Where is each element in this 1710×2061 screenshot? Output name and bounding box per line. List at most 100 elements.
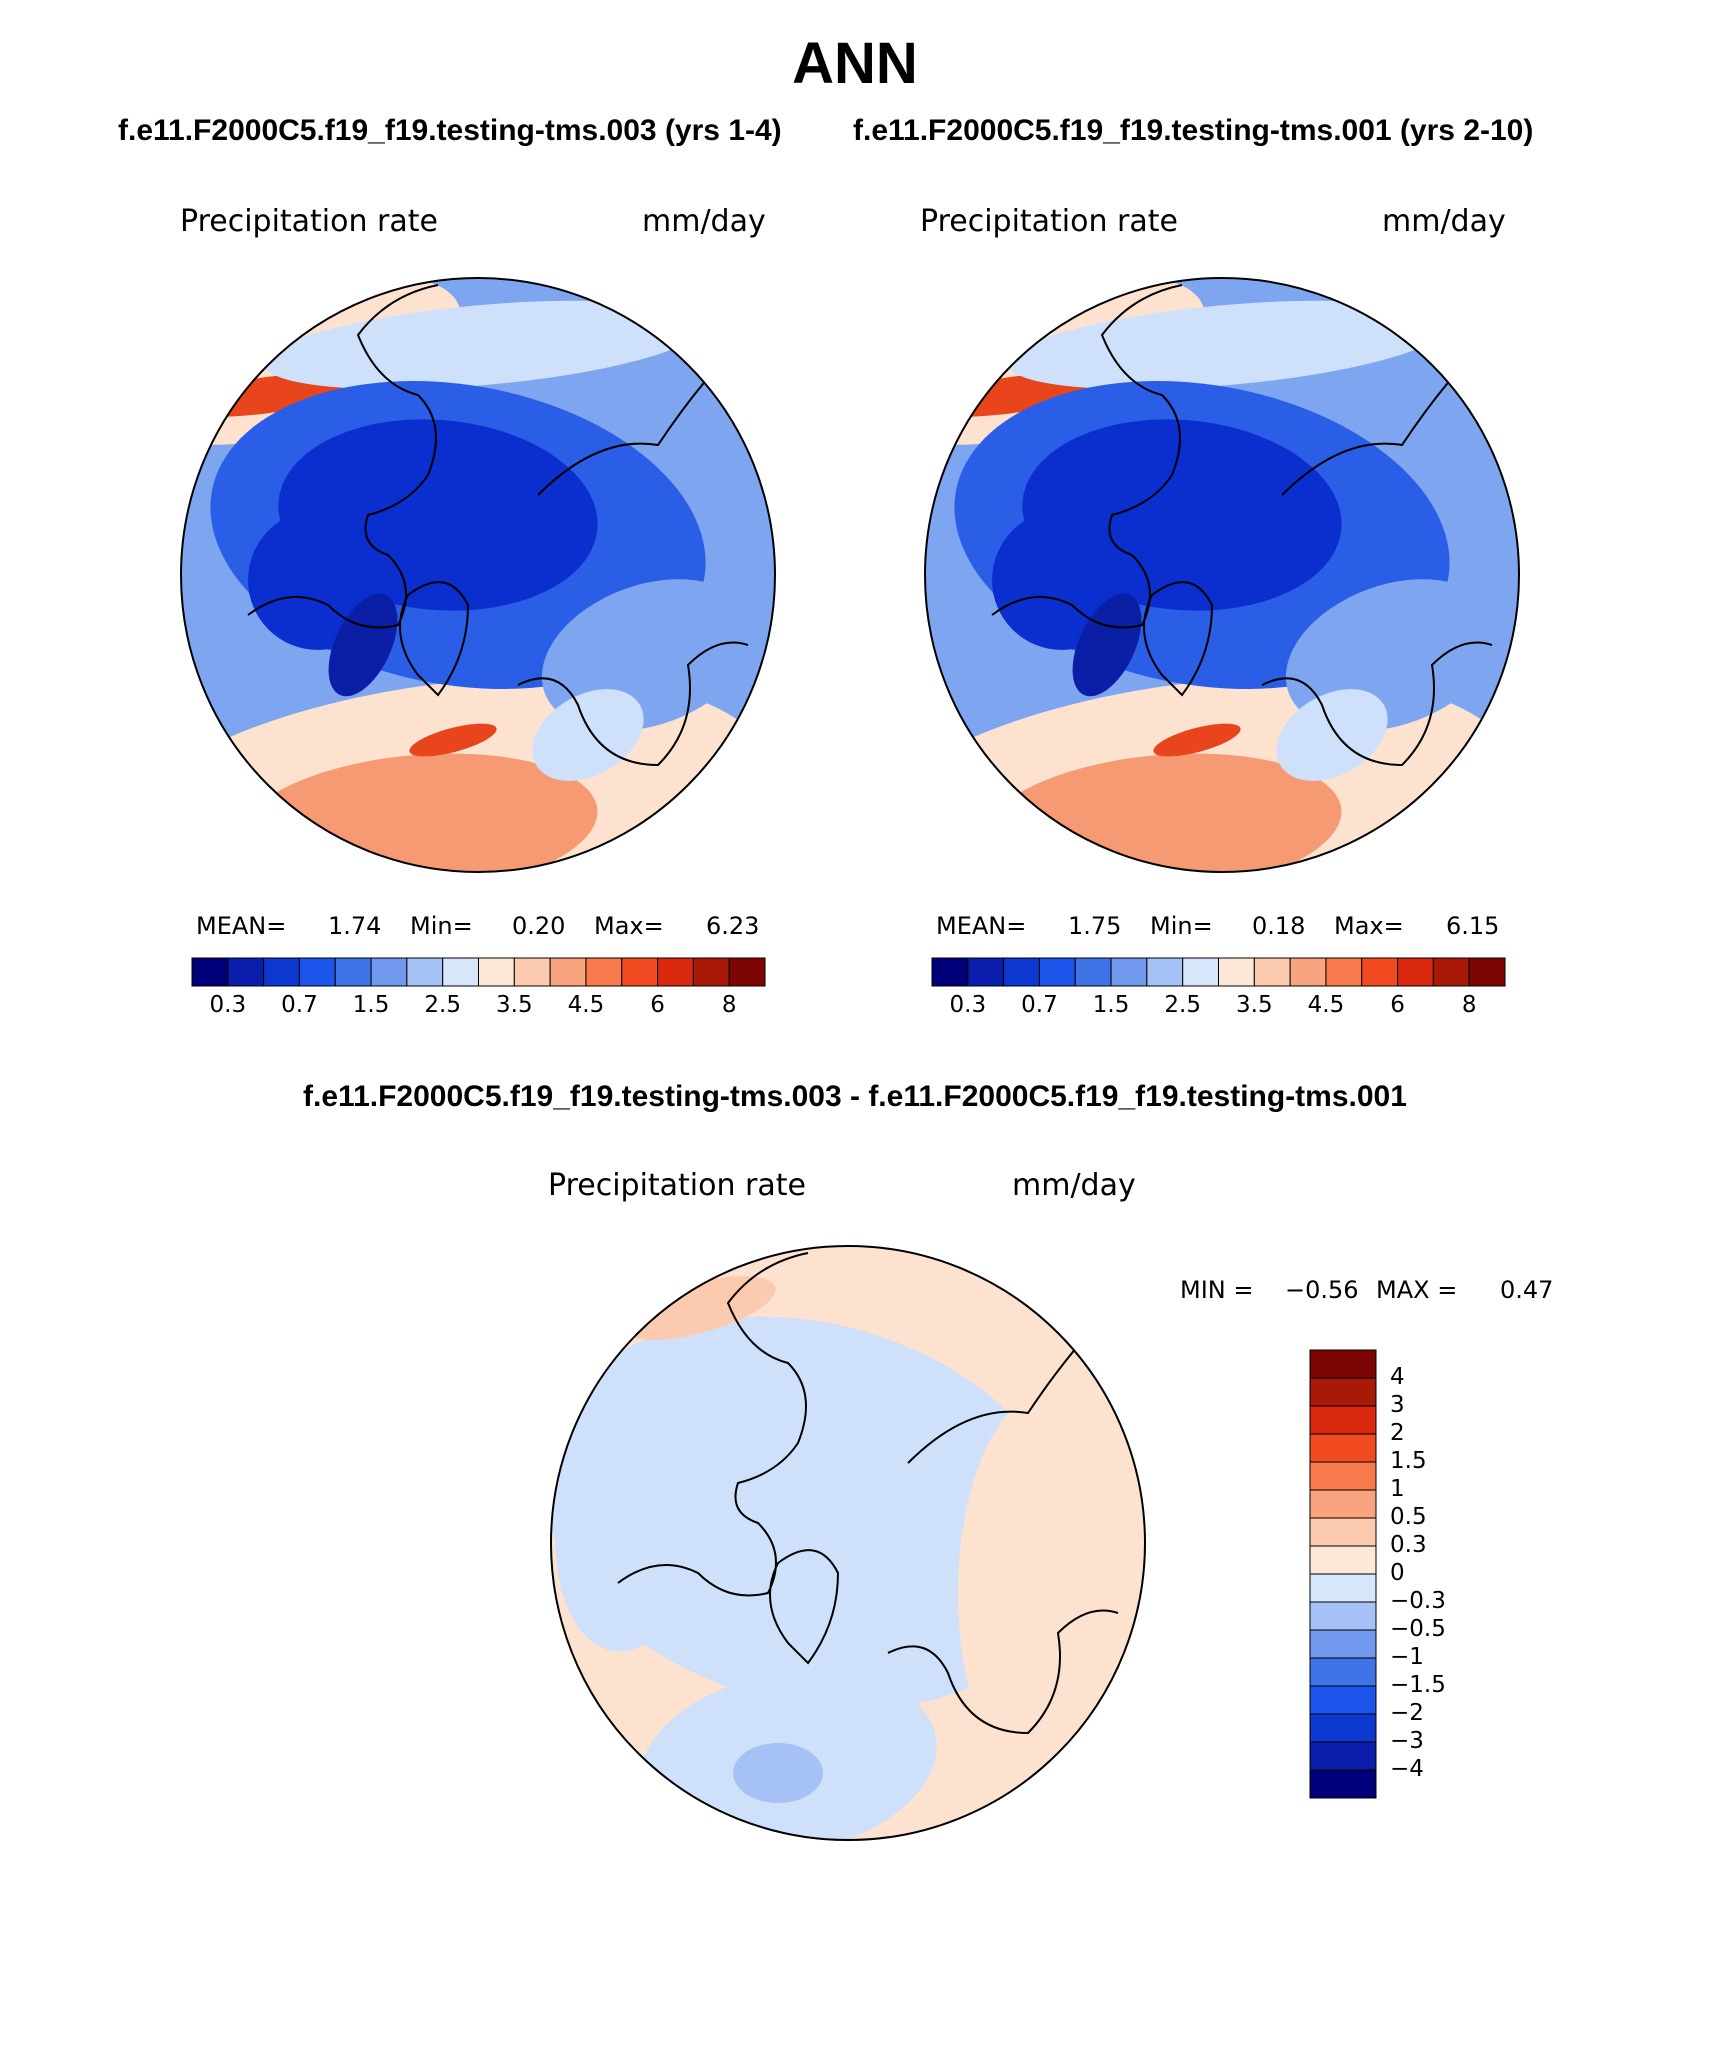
panel2-colorbar-swatch: [1397, 957, 1434, 987]
east-positive-region: [958, 1393, 1138, 1793]
panel3-units-label: mm/day: [1012, 1168, 1136, 1203]
panel1-colorbar-swatch: [549, 957, 587, 987]
panel1-mean-value: 1.74: [328, 912, 382, 940]
panel3-colorbar-tick-label: −1: [1390, 1644, 1424, 1670]
panel3-colorbar-tick-label: 0: [1390, 1560, 1405, 1586]
panel2-colorbar-tick-label: 8: [1461, 992, 1477, 1018]
panel3-colorbar-tick-label: 0.3: [1390, 1532, 1427, 1558]
panel2-colorbar-swatch: [1182, 957, 1219, 987]
panel2-mean-value: 1.75: [1068, 912, 1122, 940]
panel1-colorbar-tick-label: 8: [721, 992, 737, 1018]
panel2-colorbar-swatch: [1432, 957, 1470, 987]
panel3-colorbar-swatch: [1309, 1657, 1377, 1687]
panel1-colorbar-swatch: [478, 957, 515, 987]
panel2-map-outline: [924, 277, 1520, 873]
west-negative-region: [555, 1354, 721, 1652]
difference-title: f.e11.F2000C5.f19_f19.testing-tms.003 - …: [303, 1080, 1407, 1113]
panel1-min-value: 0.20: [512, 912, 566, 940]
panel2-min-label: Min=: [1150, 912, 1213, 940]
panel3-max-label: MAX =: [1376, 1276, 1458, 1304]
panel1-max-value: 6.23: [706, 912, 760, 940]
panel3-colorbar-tick-label: −1.5: [1390, 1672, 1446, 1698]
panel3-min-label: MIN =: [1180, 1276, 1254, 1304]
panel1-colorbar-swatch: [692, 957, 730, 987]
panel3-colorbar-swatch: [1309, 1349, 1377, 1379]
panel3-colorbar-swatch: [1309, 1377, 1377, 1407]
panel3-colorbar-swatch: [1309, 1741, 1377, 1771]
page-title: ANN: [792, 31, 918, 96]
panel3-colorbar-swatch: [1309, 1629, 1377, 1659]
panel1-colorbar-swatch: [442, 957, 479, 987]
panel2-colorbar-swatch: [1146, 957, 1184, 987]
panel1-colorbar-tick-label: 0.3: [209, 992, 247, 1018]
panel3-min-value: −0.56: [1285, 1276, 1359, 1304]
coastlines: [617, 1252, 1119, 1735]
panel1-colorbar-tick-label: 3.5: [496, 992, 533, 1018]
panel1-colorbar-swatch: [227, 957, 265, 987]
panel3-colorbar-tick-label: −0.3: [1390, 1588, 1446, 1614]
panel2-colorbar-swatch: [1325, 957, 1363, 987]
panel2-colorbar-swatch: [1289, 957, 1327, 987]
panel3-colorbar-swatch: [1309, 1601, 1377, 1631]
panel2-colorbar-swatch: [931, 957, 969, 987]
panel2-map-fill: [925, 278, 1519, 872]
greenland-south-red: [409, 723, 497, 757]
siberia-pale-region: [263, 300, 703, 390]
panel3-colorbar-swatch: [1309, 1713, 1377, 1743]
panel2-colorbar-tick-label: 0.7: [1021, 992, 1058, 1018]
panel3-max-value: 0.47: [1500, 1276, 1554, 1304]
greenland-south-red: [1153, 723, 1241, 757]
panel2-max-value: 6.15: [1446, 912, 1500, 940]
panel2-colorbar-tick-label: 3.5: [1236, 992, 1273, 1018]
panel1-map-outline: [180, 277, 776, 873]
panel2-colorbar-swatch: [1074, 957, 1112, 987]
panel3-colorbar-swatch: [1309, 1405, 1377, 1435]
europe-pale-region: [532, 689, 644, 781]
panel3-colorbar-tick-label: 2: [1390, 1420, 1405, 1446]
subtitle-left: f.e11.F2000C5.f19_f19.testing-tms.003 (y…: [118, 114, 782, 147]
panel3-colorbar-tick-label: 3: [1390, 1392, 1405, 1418]
panel3-variable-label: Precipitation rate: [548, 1168, 806, 1203]
panel3-colorbar-swatch: [1309, 1489, 1377, 1519]
panel3-map-outline: [550, 1245, 1146, 1841]
coastlines: [991, 284, 1493, 767]
panel2-colorbar-swatch: [1003, 957, 1040, 987]
panel2-units-label: mm/day: [1382, 204, 1506, 239]
panel2-min-value: 0.18: [1252, 912, 1306, 940]
panel3-colorbar-tick-label: 1: [1390, 1476, 1405, 1502]
panel1-units-label: mm/day: [642, 204, 766, 239]
panel1-colorbar-tick-label: 0.7: [281, 992, 318, 1018]
panel2-colorbar-tick-label: 2.5: [1164, 992, 1201, 1018]
panel2-colorbar-swatch: [967, 957, 1005, 987]
panel1-colorbar-swatch: [263, 957, 300, 987]
panel1-colorbar-swatch: [513, 957, 551, 987]
panel1-colorbar-tick-label: 6: [650, 992, 665, 1018]
panel1-colorbar-tick-label: 4.5: [567, 992, 605, 1018]
europe-pale-region: [1276, 689, 1388, 781]
panel3-colorbar-tick-label: 1.5: [1390, 1448, 1427, 1474]
panel1-colorbar-swatch: [370, 957, 408, 987]
panel1-min-label: Min=: [410, 912, 473, 940]
panel1-max-label: Max=: [594, 912, 664, 940]
panel2-max-label: Max=: [1334, 912, 1404, 940]
panel1-colorbar-swatch: [657, 957, 694, 987]
panel3-colorbar-swatch: [1309, 1769, 1377, 1799]
panel3-colorbar-tick-label: −0.5: [1390, 1616, 1446, 1642]
panel3-colorbar-swatch: [1309, 1685, 1377, 1715]
panel2-colorbar-swatch: [1253, 957, 1291, 987]
panel2-colorbar-swatch: [1218, 957, 1255, 987]
panel2-colorbar-swatch: [1110, 957, 1148, 987]
panel2-colorbar-tick-label: 4.5: [1307, 992, 1345, 1018]
panel1-map-fill: [181, 278, 775, 872]
panel1-colorbar-swatch: [298, 957, 336, 987]
panel2-colorbar-tick-label: 1.5: [1092, 992, 1130, 1018]
coastlines: [247, 284, 749, 767]
siberia-pale-region: [1007, 300, 1447, 390]
panel1-colorbar-tick-label: 2.5: [424, 992, 461, 1018]
panel3-colorbar-swatch: [1309, 1545, 1377, 1575]
panel2-colorbar-swatch: [1361, 957, 1399, 987]
panel3-colorbar-swatch: [1309, 1517, 1377, 1547]
panel1-colorbar-swatch: [585, 957, 623, 987]
panel2-colorbar-tick-label: 6: [1390, 992, 1405, 1018]
